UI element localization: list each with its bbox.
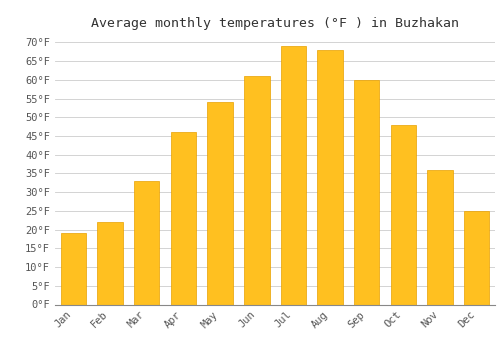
Bar: [244, 76, 270, 304]
Bar: [427, 170, 453, 304]
Bar: [280, 46, 306, 304]
Bar: [60, 233, 86, 304]
Bar: [207, 102, 233, 304]
Bar: [134, 181, 160, 304]
Bar: [354, 80, 380, 304]
Title: Average monthly temperatures (°F ) in Buzhakan: Average monthly temperatures (°F ) in Bu…: [91, 17, 459, 30]
Bar: [464, 211, 489, 304]
Bar: [97, 222, 123, 304]
Bar: [390, 125, 416, 304]
Bar: [317, 50, 343, 304]
Bar: [170, 132, 196, 304]
